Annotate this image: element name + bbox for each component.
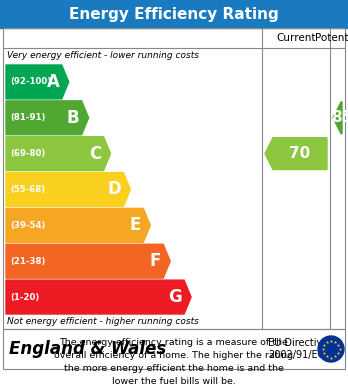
Text: (81-91): (81-91) [10,113,45,122]
Text: Not energy efficient - higher running costs: Not energy efficient - higher running co… [7,316,199,325]
Circle shape [318,336,344,362]
Bar [0,0,348,28]
Polygon shape [6,65,69,99]
Text: (69-80): (69-80) [10,149,45,158]
Polygon shape [265,138,327,170]
Text: G: G [168,288,182,306]
Text: (21-38): (21-38) [10,257,45,266]
Polygon shape [6,101,89,135]
Text: B: B [67,109,80,127]
Text: The energy efficiency rating is a measure of the
overall efficiency of a home. T: The energy efficiency rating is a measur… [54,338,294,386]
Text: (55-68): (55-68) [10,185,45,194]
Text: Potential: Potential [315,33,348,43]
Text: England & Wales: England & Wales [9,340,166,358]
Text: C: C [89,145,102,163]
Text: (1-20): (1-20) [10,292,39,301]
Polygon shape [333,102,342,134]
Text: EU Directive
2002/91/EC: EU Directive 2002/91/EC [268,338,328,360]
Polygon shape [6,137,111,170]
Polygon shape [6,244,170,278]
Text: (92-100): (92-100) [10,77,51,86]
Text: 70: 70 [290,146,311,161]
Text: Energy Efficiency Rating: Energy Efficiency Rating [69,7,279,22]
Bar [3,28,345,329]
Text: A: A [47,73,60,91]
Text: E: E [130,216,141,234]
Text: F: F [150,252,161,270]
Polygon shape [6,280,191,314]
Text: D: D [108,181,121,199]
Polygon shape [6,172,130,206]
Bar [3,329,345,369]
Text: 85: 85 [331,110,348,125]
Text: (39-54): (39-54) [10,221,45,230]
Text: Very energy efficient - lower running costs: Very energy efficient - lower running co… [7,52,199,61]
Text: Current: Current [276,33,316,43]
Polygon shape [6,208,150,242]
